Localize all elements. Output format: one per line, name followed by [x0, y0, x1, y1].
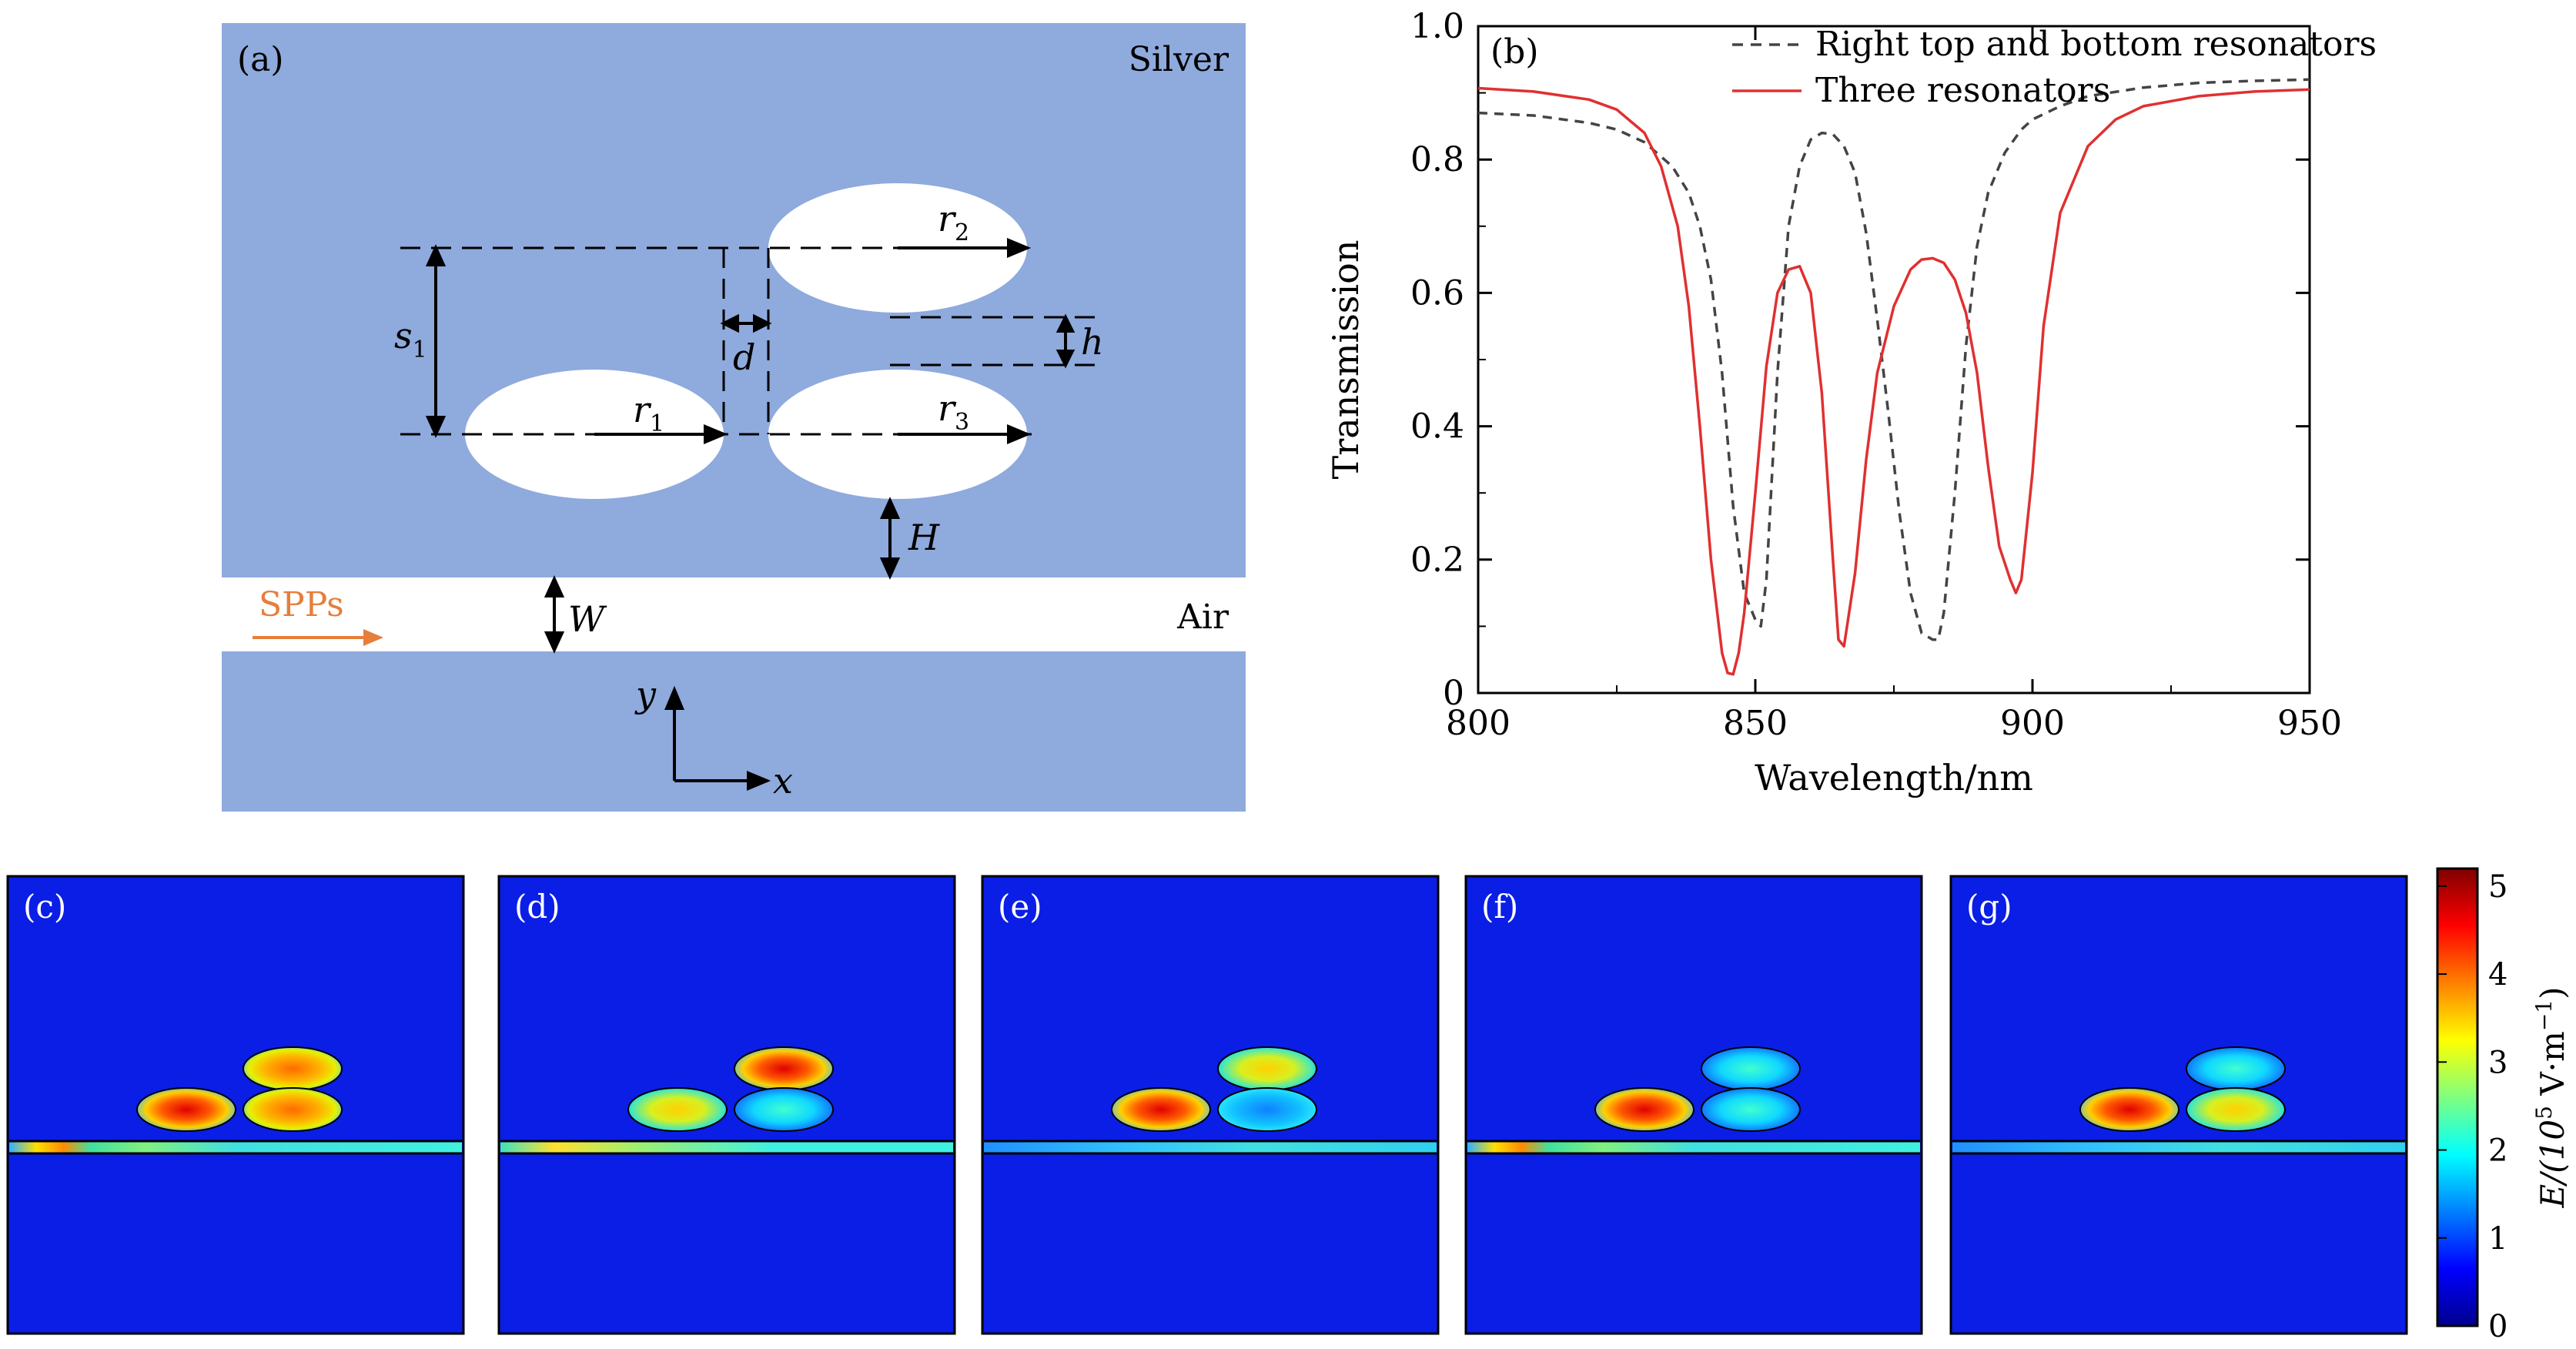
colorbar-tick-label: 5 [2488, 869, 2507, 905]
field-map-panel: (f) [1464, 875, 1923, 1335]
plot-frame [1477, 25, 2311, 695]
legend-label: Right top and bottom resonators [1815, 25, 2377, 64]
y-tick-label: 0.2 [1410, 541, 1464, 580]
y-tick-label: 0.4 [1410, 407, 1464, 447]
svg-text:d: d [733, 336, 755, 378]
colorbar [2436, 867, 2479, 1327]
dimension-labels: s1 r1 r2 r3 d h H W y x [394, 198, 1104, 802]
air-label: Air [1176, 598, 1229, 637]
field-map-panel: (g) [1949, 875, 2408, 1335]
field-map-tag: (c) [23, 888, 66, 926]
svg-text:x: x [773, 760, 793, 802]
resonator-2-field [734, 1046, 834, 1091]
resonator-3-field [734, 1087, 834, 1132]
y-tick-label: 0 [1443, 674, 1464, 713]
transmission-chart: 800 850 900 950 0 0.2 0.4 0.6 0.8 1.0 (b) Right t… [1325, 7, 2377, 798]
colorbar-tick-label: 1 [2488, 1221, 2507, 1257]
air-waveguide [222, 577, 1246, 651]
x-tick-label: 850 [1723, 704, 1788, 743]
field-maps-row: (c) (d) (e) (f) (g) 0 1 2 3 4 5 E/(105 V·m−1) [6, 867, 2571, 1340]
panel-b-tag: (b) [1490, 32, 1539, 72]
resonator-1-field [136, 1087, 236, 1132]
legend-label: Three resonators [1815, 71, 2110, 110]
svg-text:H: H [908, 517, 940, 558]
x-axis-label: Wavelength/nm [1755, 757, 2033, 798]
field-map-panel: (d) [497, 875, 956, 1335]
colorbar-tick-label: 0 [2488, 1309, 2507, 1340]
panel-a-schematic: (a) Silver Air SPPs s1 r1 r2 r3 d h H W … [222, 23, 1246, 812]
waveguide-field [984, 1141, 1437, 1153]
resonator-1-field [1594, 1087, 1694, 1132]
field-map-tag: (f) [1481, 888, 1518, 926]
field-map-tag: (g) [1966, 888, 2012, 926]
colorbar-tick-label: 3 [2488, 1045, 2507, 1080]
field-map-panel: (c) [6, 875, 465, 1335]
field-map-panel: (e) [981, 875, 1440, 1335]
svg-text:W: W [568, 598, 607, 640]
colorbar-label: E/(105 V·m−1) [2531, 987, 2571, 1209]
y-tick-label: 0.6 [1410, 273, 1464, 313]
resonator-1-field [2079, 1087, 2180, 1132]
silver-bottom-region [222, 651, 1246, 812]
x-tick-label: 950 [2277, 704, 2342, 743]
dimension-arrows [425, 238, 1076, 791]
silver-top-region [222, 23, 1246, 577]
svg-text:r1: r1 [633, 389, 664, 437]
field-map-background [497, 875, 956, 1335]
resonator-2-field [243, 1046, 343, 1091]
resonator-3-field [243, 1087, 343, 1132]
field-map-background [6, 875, 465, 1335]
waveguide-field [1467, 1141, 1920, 1153]
waveguide-field [500, 1141, 953, 1153]
spps-label: SPPs [259, 585, 344, 624]
field-map-background [981, 875, 1440, 1335]
field-map-tag: (d) [514, 888, 560, 926]
colorbar-tick-label: 2 [2488, 1133, 2507, 1169]
spp-arrow-head [363, 629, 383, 646]
y-tick-label: 1.0 [1410, 7, 1464, 46]
svg-text:s1: s1 [394, 315, 427, 363]
series-three-resonators-line [1477, 86, 2310, 676]
svg-text:y: y [634, 674, 657, 715]
resonator-3-field [2186, 1087, 2286, 1132]
field-map-background [1949, 875, 2408, 1335]
y-axis-label: Transmission [1325, 240, 1367, 480]
series-right-top-bottom-line [1477, 78, 2310, 641]
waveguide-field [9, 1141, 462, 1153]
resonator-3-field [1217, 1087, 1317, 1132]
resonator-1-field [1111, 1087, 1211, 1132]
svg-text:r3: r3 [938, 387, 969, 436]
field-map-tag: (e) [998, 888, 1042, 926]
svg-text:r2: r2 [938, 198, 969, 246]
resonator-1-field [627, 1087, 728, 1132]
y-tick-label: 0.8 [1410, 140, 1464, 179]
x-tick-label: 900 [2000, 704, 2065, 743]
resonator-2-field [2186, 1046, 2286, 1091]
waveguide-field [1952, 1141, 2405, 1153]
panel-a-tag: (a) [237, 40, 284, 79]
colorbar-tick-label: 4 [2488, 957, 2507, 993]
resonator-3-field [1701, 1087, 1801, 1132]
silver-label: Silver [1129, 40, 1229, 79]
svg-text:h: h [1081, 321, 1104, 363]
field-map-background [1464, 875, 1923, 1335]
resonator-2-field [1701, 1046, 1801, 1091]
resonator-2-field [1217, 1046, 1317, 1091]
x-tick-label: 800 [1446, 704, 1510, 743]
